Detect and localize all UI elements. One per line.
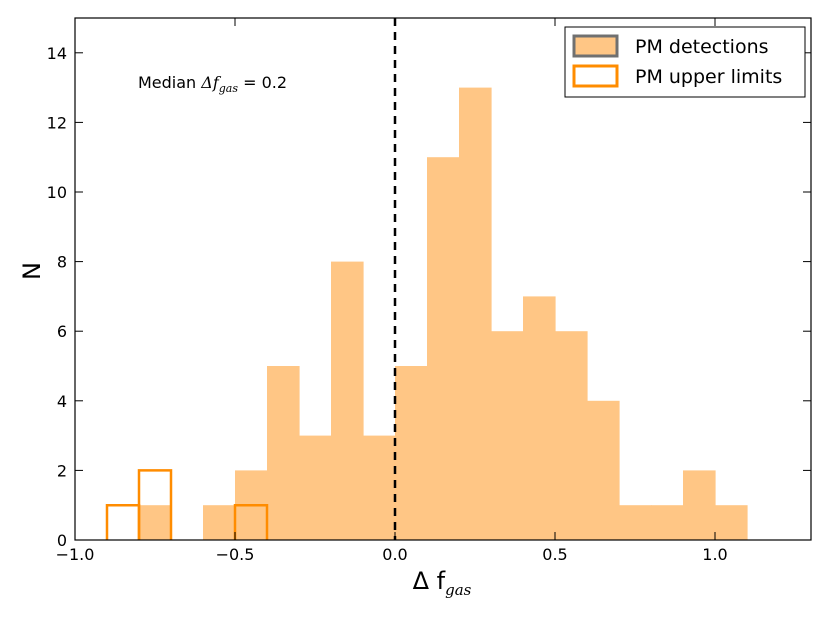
- y-tick-label: 8: [57, 253, 67, 272]
- plot-frame: [74, 17, 812, 541]
- y-tick-label: 6: [57, 322, 67, 341]
- histogram-bar: [331, 261, 364, 540]
- histogram-bar: [587, 400, 620, 540]
- legend-label-upper-limits: PM upper limits: [635, 66, 782, 88]
- y-tick-label: 0: [57, 531, 67, 550]
- x-tick-label: 1.0: [702, 545, 727, 564]
- histogram-bar: [555, 331, 588, 540]
- histogram-bar: [651, 505, 684, 540]
- y-tick-label: 2: [57, 461, 67, 480]
- legend-swatch-upper-limits: [572, 64, 619, 88]
- histogram-bar: [491, 331, 524, 540]
- x-axis-label: Δ fgas: [413, 567, 472, 599]
- legend-label-detections: PM detections: [635, 36, 769, 58]
- histogram-bar: [267, 366, 300, 540]
- histogram-bar: [715, 505, 748, 540]
- y-tick-label: 14: [47, 44, 67, 63]
- histogram-bar: [203, 505, 236, 540]
- median-annotation: Median Δfgas = 0.2: [138, 73, 287, 95]
- outline-layer: [105, 469, 269, 540]
- y-tick-label: 10: [47, 183, 67, 202]
- histogram-bar: [363, 435, 396, 540]
- y-axis-label: N: [18, 262, 46, 280]
- histogram-bar: [427, 157, 460, 540]
- histogram-bar: [395, 366, 428, 540]
- x-tick-label: 0.5: [542, 545, 567, 564]
- y-tick-label: 12: [47, 113, 67, 132]
- legend: PM detections PM upper limits: [564, 26, 806, 98]
- plot-frame-border: [74, 17, 812, 541]
- upper-limit-bar: [137, 469, 173, 540]
- bars-layer: [139, 87, 748, 540]
- legend-swatch-detections: [572, 34, 619, 58]
- histogram-bar: [299, 435, 332, 540]
- histogram-bar: [683, 470, 716, 540]
- x-tick-label: 0.0: [382, 545, 407, 564]
- x-tick-label: −1.0: [56, 545, 95, 564]
- upper-limit-bar: [233, 503, 269, 540]
- upper-limit-bar: [105, 503, 141, 540]
- histogram-bar: [139, 505, 172, 540]
- y-tick-label: 4: [57, 392, 67, 411]
- ticks-layer: −1.0 −0.5 0.0 0.5 1.0 0 2 4 6 8 10 12 14: [47, 18, 811, 564]
- histogram-bar: [459, 87, 492, 540]
- histogram-bar: [523, 296, 556, 540]
- histogram-bar: [619, 505, 652, 540]
- x-tick-label: −0.5: [216, 545, 255, 564]
